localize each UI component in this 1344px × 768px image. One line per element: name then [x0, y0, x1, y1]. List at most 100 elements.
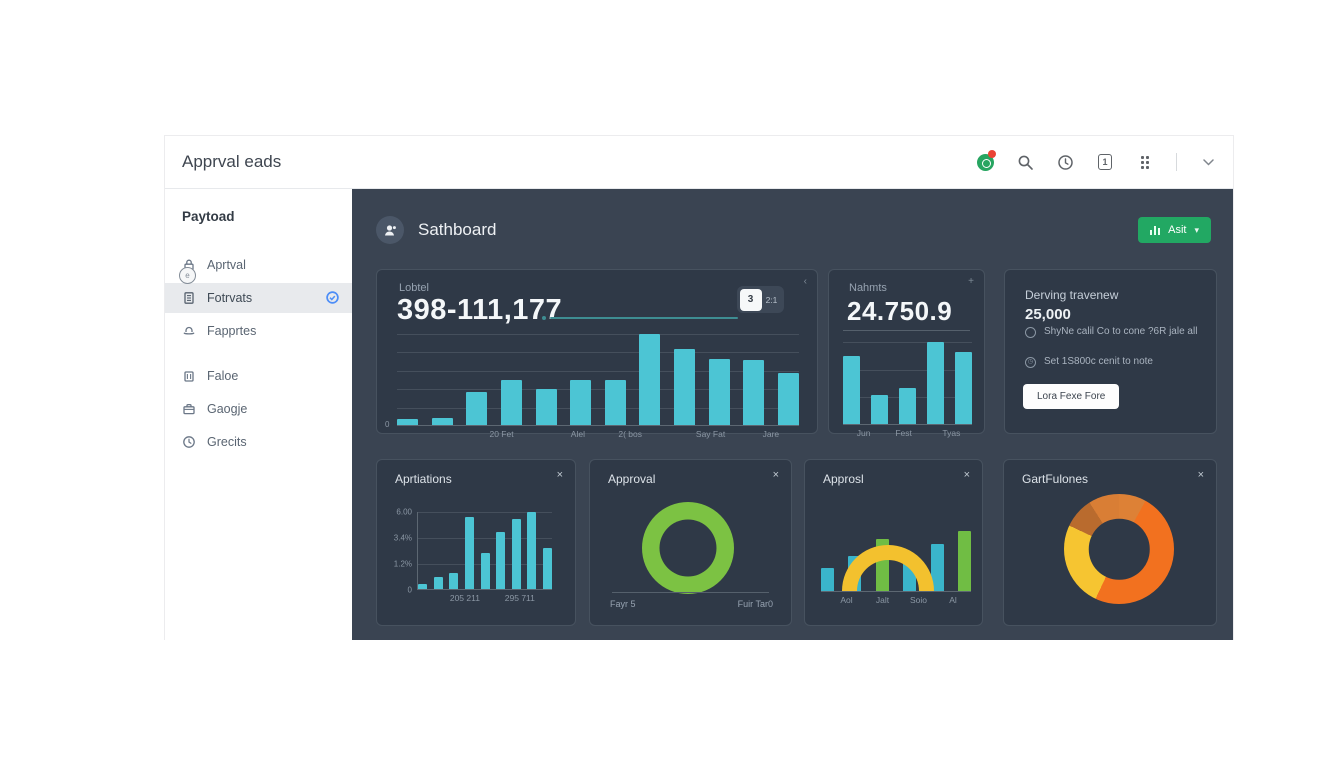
close-icon[interactable]: ×	[772, 469, 779, 481]
x-tick-label: Say Fat	[695, 429, 726, 439]
spark-dot	[542, 316, 546, 320]
approsl-bar-chart: Aol Jalt Soio Al	[821, 500, 971, 605]
caret-down-icon: ▾	[1194, 224, 1199, 235]
sidebar-item-faloe[interactable]: Faloe	[165, 361, 352, 391]
gartfulones-donut-chart	[1064, 494, 1174, 604]
card-title: GartFulones	[1022, 472, 1089, 486]
close-icon[interactable]: ×	[556, 469, 563, 481]
gridline	[843, 342, 972, 343]
plus-icon[interactable]: +	[968, 276, 974, 287]
sidebar-item-gaogje[interactable]: Gaogje	[165, 394, 352, 424]
bar	[500, 380, 522, 425]
bar	[955, 351, 972, 424]
kpi-value: 398-111,177	[397, 294, 563, 326]
gridline	[397, 334, 799, 335]
bar	[496, 532, 506, 589]
grip-icon[interactable]	[1136, 153, 1154, 171]
dashboard-header: Sathboard Asit ▾	[376, 216, 1211, 244]
chevron-left-icon[interactable]: ‹	[803, 276, 807, 287]
x-axis	[843, 424, 972, 425]
sidebar-item-label: Aprtval	[207, 258, 246, 272]
y-tick-label: 6.00	[396, 507, 412, 517]
summary-value: 25,000	[1025, 306, 1071, 323]
gridline	[397, 370, 799, 372]
x-axis	[418, 589, 552, 590]
bar	[777, 373, 799, 425]
clock-bullet-icon: ◷	[1025, 357, 1036, 368]
app-window: Apprval eads 1 Paytoad	[164, 135, 1234, 640]
card-title: Aprtiations	[395, 472, 452, 486]
x-tick-label: Fest	[895, 428, 912, 438]
bar	[927, 342, 944, 424]
gridline	[397, 389, 799, 391]
caret-down-icon[interactable]	[1199, 153, 1217, 171]
bar	[397, 418, 418, 425]
ratio-toggle[interactable]: 3 2:1	[737, 286, 784, 313]
y-tick-label: 3.4%	[393, 533, 412, 543]
clock-icon[interactable]	[1056, 153, 1074, 171]
bar	[418, 584, 427, 589]
topbar-icons: 1	[976, 150, 1217, 171]
bar	[674, 348, 695, 425]
bullet-text: Set 1S800c cenit to note	[1044, 356, 1153, 367]
avatar[interactable]	[376, 216, 404, 244]
toggle-segment[interactable]: 3	[739, 288, 762, 311]
main-content: Sathboard Asit ▾ Lobtel 398-111,177 3 2:…	[352, 189, 1233, 640]
y-tick-label: 0	[407, 585, 412, 595]
bar	[639, 334, 661, 425]
close-icon[interactable]: ×	[1197, 469, 1204, 481]
x-tick-label: Alel	[570, 429, 585, 439]
bars	[843, 342, 972, 424]
bar	[480, 552, 490, 589]
x-axis	[821, 591, 971, 592]
sidebar-item-label: Faloe	[207, 369, 239, 383]
donut-hole	[1088, 518, 1150, 580]
page-title: Apprval eads	[182, 152, 282, 171]
approval-donut-chart	[642, 502, 734, 594]
x-tick-label: Al	[949, 595, 957, 605]
sidebar-item-grecits[interactable]: Grecits	[165, 427, 352, 457]
close-icon[interactable]: ×	[963, 469, 970, 481]
bar	[535, 388, 557, 425]
bar	[957, 531, 971, 591]
donut-hole	[659, 519, 717, 577]
check-badge-icon	[326, 291, 339, 307]
sidebar-item-fotrvats[interactable]: Fotrvats	[165, 283, 352, 313]
bar	[899, 387, 916, 424]
x-tick-label: Jalt	[875, 595, 890, 605]
card-one-icon[interactable]: 1	[1096, 153, 1114, 171]
card-title: Approsl	[823, 472, 864, 486]
toggle-ratio-label: 2:1	[765, 294, 778, 305]
donut-labels: Fayr 5 Fuir Tar0	[610, 599, 773, 609]
gridline	[418, 538, 552, 539]
donut-label-left: Fayr 5	[610, 599, 636, 609]
divider	[612, 592, 769, 593]
revenue-bar-chart: 20 Fet Alel 2( bos Say Fat Jare 0	[385, 334, 799, 439]
search-icon[interactable]	[1016, 153, 1034, 171]
asit-button[interactable]: Asit ▾	[1137, 217, 1211, 243]
bar	[604, 379, 626, 425]
x-tick-label: Soio	[909, 595, 928, 605]
x-tick-label: 205 211	[449, 593, 480, 603]
x-tick-label: Jun	[856, 428, 871, 438]
summary-bullet: ◷ Set 1S800c cenit to note	[1025, 356, 1202, 369]
applications-bar-chart: 205 211 295 711 6.00 3.4% 1.2% 0	[394, 508, 552, 603]
bar	[821, 568, 834, 591]
bars	[418, 512, 552, 589]
summary-action-button[interactable]: Lora Fexe Fore	[1023, 384, 1120, 409]
summary-title: Derving travenew	[1025, 288, 1119, 302]
bar	[743, 360, 765, 425]
approsl-card: Approsl × Aol Jalt Soio Al	[804, 459, 983, 626]
chat-icon[interactable]	[976, 150, 996, 171]
user-icon	[384, 224, 396, 235]
dashboard-title: Sathboard	[418, 220, 497, 239]
sidebar-item-fapprtes[interactable]: Fapprtes	[165, 316, 352, 346]
x-tick-label: Aol	[840, 595, 853, 605]
nahmts-bar-chart: Jun Fest Tyas	[843, 342, 972, 438]
circle-icon	[1025, 327, 1036, 338]
kpi-label: Lobtel	[399, 282, 429, 294]
gartfulones-card: GartFulones ×	[1003, 459, 1217, 626]
bank-icon	[184, 371, 194, 382]
bar	[449, 572, 459, 589]
bar	[466, 392, 488, 425]
